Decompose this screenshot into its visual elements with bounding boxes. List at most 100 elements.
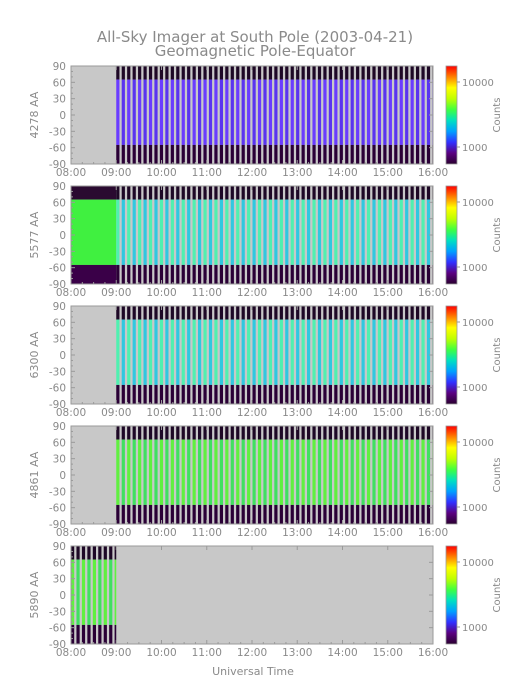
heatmap-cell	[399, 439, 403, 505]
heatmap-cell	[285, 306, 289, 320]
heatmap-cell	[187, 439, 191, 505]
heatmap-cell	[366, 144, 371, 164]
heatmap-cell	[366, 504, 371, 524]
heatmap-cell	[274, 384, 278, 404]
colorbar	[445, 545, 458, 645]
colorbar-tick-label: 10000	[462, 318, 494, 329]
heatmap-cell	[410, 384, 414, 404]
heatmap-cell	[225, 384, 229, 404]
heatmap-cell	[383, 306, 387, 320]
y-tick-label: 0	[59, 350, 66, 362]
heatmap-cell	[225, 79, 229, 145]
heatmap-cell	[154, 319, 158, 385]
heatmap-cell	[154, 144, 158, 164]
heatmap-cell	[388, 504, 392, 524]
colorbar-tick-label: 1000	[462, 383, 487, 394]
heatmap-cell	[127, 426, 131, 440]
heatmap-cell	[383, 144, 387, 164]
heatmap-cell	[198, 426, 202, 440]
panel-ylabel: 6300 AA	[28, 331, 41, 378]
heatmap-cell	[159, 384, 164, 404]
heatmap-cell	[296, 186, 300, 200]
heatmap-cell	[334, 384, 338, 404]
heatmap-cell	[399, 66, 403, 80]
heatmap-cell	[148, 504, 153, 524]
heatmap-cell	[405, 439, 409, 505]
heatmap-cell	[416, 384, 420, 404]
x-tick-label: 16:00	[418, 407, 448, 419]
x-tick-label: 16:00	[418, 287, 448, 299]
heatmap-cell	[148, 66, 153, 80]
heatmap-cell	[394, 306, 398, 320]
x-tick-label: 13:00	[282, 287, 312, 299]
heatmap-cell	[334, 144, 338, 164]
heatmap-cell	[121, 439, 125, 505]
colorbar-label: Counts	[492, 458, 503, 493]
heatmap-cell	[132, 504, 136, 524]
heatmap-cell	[143, 319, 147, 385]
heatmap-cell	[372, 384, 376, 404]
heatmap-cell	[399, 426, 403, 440]
heatmap-cell	[356, 186, 360, 200]
heatmap-cell	[236, 79, 240, 145]
heatmap-cell	[339, 79, 343, 145]
y-tick-label: 60	[53, 317, 66, 329]
heatmap-cell	[361, 186, 365, 200]
heatmap-cell	[252, 306, 256, 320]
heatmap-cell	[181, 79, 185, 145]
heatmap-cell	[236, 186, 240, 200]
heatmap-cell	[98, 624, 102, 644]
heatmap-cell	[421, 384, 425, 404]
heatmap-cell	[279, 186, 283, 200]
heatmap-cell	[116, 504, 120, 524]
heatmap-cell	[127, 264, 131, 284]
heatmap-cell	[132, 199, 136, 265]
heatmap-cell	[127, 319, 131, 385]
heatmap-cell	[121, 79, 125, 145]
heatmap-cell	[71, 546, 75, 560]
heatmap-cell	[148, 319, 153, 385]
heatmap-cell	[426, 264, 431, 284]
heatmap-cell	[127, 504, 131, 524]
colorbar-tick-label: 10000	[462, 198, 494, 209]
heatmap-cell	[181, 306, 185, 320]
x-tick-label: 14:00	[327, 407, 357, 419]
heatmap-cell	[103, 624, 107, 644]
heatmap-cell	[198, 439, 202, 505]
heatmap-cell	[208, 306, 213, 320]
x-tick-label: 14:00	[327, 527, 357, 539]
heatmap-cell	[170, 504, 174, 524]
heatmap-cell	[307, 426, 311, 440]
heatmap-cell	[285, 264, 289, 284]
heatmap-cell	[154, 79, 158, 145]
colorbar-tick-label: 10000	[462, 78, 494, 89]
x-tick-label: 09:00	[101, 527, 131, 539]
heatmap-cell	[268, 504, 273, 524]
heatmap-cell	[132, 79, 136, 145]
colorbar	[445, 65, 458, 165]
heatmap-cell	[296, 439, 300, 505]
x-tick-label: 10:00	[146, 407, 176, 419]
heatmap-cell	[345, 79, 349, 145]
heatmap-cell	[241, 264, 245, 284]
heatmap-cell	[143, 66, 147, 80]
heatmap-cell	[219, 306, 223, 320]
heatmap-cell	[279, 439, 283, 505]
heatmap-cell	[192, 199, 196, 265]
heatmap-cell	[372, 439, 376, 505]
heatmap-cell	[143, 504, 147, 524]
heatmap-cell	[192, 79, 196, 145]
heatmap-cell	[214, 66, 218, 80]
heatmap-cell	[307, 439, 311, 505]
heatmap-cell	[92, 624, 96, 644]
chart-title: All-Sky Imager at South Pole (2003-04-21…	[97, 28, 413, 46]
heatmap-cell	[252, 319, 256, 385]
heatmap-cell	[192, 264, 196, 284]
heatmap-cell	[138, 504, 142, 524]
heatmap-cell	[328, 504, 332, 524]
heatmap-cell	[410, 66, 414, 80]
heatmap-cell	[187, 306, 191, 320]
panel-ylabel: 5577 AA	[28, 211, 41, 258]
heatmap-cell	[394, 199, 398, 265]
heatmap-cell	[377, 439, 382, 505]
